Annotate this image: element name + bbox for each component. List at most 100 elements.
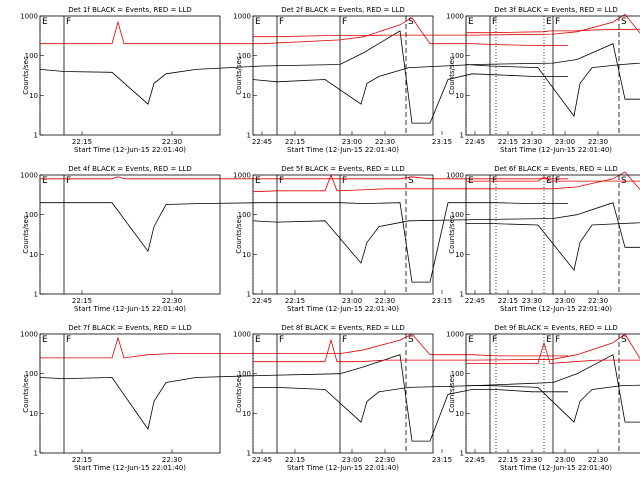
x-tick-label: 22:15	[498, 456, 518, 464]
series-line-events	[39, 354, 568, 442]
plot-frame	[39, 174, 221, 295]
x-axis-label: Start Time (12-Jun-15 22:01:40)	[500, 305, 612, 313]
x-tick-label: 22:15	[285, 456, 305, 464]
segment-marker-label: E	[42, 17, 48, 27]
series-line-lld	[252, 171, 640, 193]
series-line-lld	[253, 13, 640, 38]
plot-frame	[465, 15, 640, 136]
y-tick-label: 1000	[20, 13, 38, 21]
chart-title: Det 2f BLACK = Events, RED = LLD	[281, 6, 404, 14]
x-axis-label: Start Time (12-Jun-15 22:01:40)	[500, 146, 612, 154]
y-tick-label: 1000	[20, 331, 38, 339]
chart-title: Det 6f BLACK = Events, RED = LLD	[494, 165, 617, 173]
x-tick-label: 22:15	[72, 456, 92, 464]
x-tick-label: 22:45	[252, 297, 272, 305]
x-tick-label: 23:30	[522, 138, 542, 146]
y-tick-label: 1	[460, 291, 464, 299]
segment-marker-label: F	[66, 176, 71, 186]
chart-title: Det 1f BLACK = Events, RED = LLD	[68, 6, 191, 14]
x-tick-label: 22:30	[588, 138, 608, 146]
chart-panel-1: Det 1f BLACK = Events, RED = LLD 1 10 100 10…	[20, 6, 568, 154]
x-axis-label: Start Time (12-Jun-15 22:01:40)	[500, 464, 612, 472]
chart-panel-3: Det 3f BLACK = Events, RED = LLD 1 10 100 10…	[446, 6, 640, 154]
y-tick-label: 1	[247, 450, 251, 458]
x-tick-label: 22:15	[72, 138, 92, 146]
segment-marker-label: E	[255, 17, 261, 27]
x-tick-label: 22:30	[162, 456, 182, 464]
segment-marker-label: F	[555, 335, 560, 345]
chart-title: Det 7f BLACK = Events, RED = LLD	[68, 324, 191, 332]
segment-marker-label: F	[342, 17, 347, 27]
y-tick-label: 1	[460, 450, 464, 458]
x-tick-label: 23:00	[555, 138, 575, 146]
y-tick-label: 1000	[20, 172, 38, 180]
y-tick-label: 100	[238, 370, 251, 378]
x-tick-label: 22:30	[588, 297, 608, 305]
y-axis-label: Counts/sec	[235, 215, 243, 254]
x-axis-label: Start Time (12-Jun-15 22:01:40)	[74, 146, 186, 154]
plot-frame	[252, 15, 434, 136]
plot-frame	[39, 333, 221, 454]
y-tick-label: 1	[247, 132, 251, 140]
x-tick-label: 22:15	[498, 297, 518, 305]
y-tick-label: 1	[34, 291, 38, 299]
y-tick-label: 1000	[233, 13, 251, 21]
y-axis-label: Counts/sec	[22, 374, 30, 413]
y-tick-label: 1000	[446, 172, 464, 180]
x-tick-label: 22:15	[285, 297, 305, 305]
x-tick-label: 22:45	[252, 456, 272, 464]
series-line-events	[40, 202, 568, 283]
y-axis-label: Counts/sec	[448, 56, 456, 95]
x-tick-label: 22:30	[162, 138, 182, 146]
x-tick-label: 22:30	[375, 297, 395, 305]
y-tick-label: 10	[29, 92, 38, 100]
x-tick-label: 23:30	[522, 456, 542, 464]
x-tick-label: 22:45	[465, 456, 485, 464]
series-line-lld	[253, 333, 640, 363]
x-tick-label: 23:00	[555, 456, 575, 464]
y-tick-label: 100	[451, 370, 464, 378]
x-axis-label: Start Time (12-Jun-15 22:01:40)	[74, 305, 186, 313]
x-tick-label: 23:00	[342, 138, 362, 146]
segment-marker-label: S	[408, 176, 414, 186]
y-tick-label: 1000	[446, 13, 464, 21]
chart-title: Det 4f BLACK = Events, RED = LLD	[68, 165, 191, 173]
y-axis-label: Counts/sec	[448, 374, 456, 413]
x-tick-label: 22:30	[375, 138, 395, 146]
segment-marker-label: E	[546, 17, 552, 27]
x-tick-label: 22:30	[162, 297, 182, 305]
chart-title: Det 3f BLACK = Events, RED = LLD	[494, 6, 617, 14]
series-line-lld	[466, 28, 640, 34]
x-tick-label: 23:00	[342, 297, 362, 305]
segment-marker-label: F	[279, 176, 284, 186]
x-tick-label: 23:30	[522, 297, 542, 305]
y-tick-label: 100	[451, 52, 464, 60]
chart-panel-5: Det 5f BLACK = Events, RED = LLD 1 10 100 10…	[233, 165, 640, 313]
y-tick-label: 10	[29, 410, 38, 418]
segment-marker-label: F	[492, 17, 497, 27]
y-tick-label: 10	[242, 410, 251, 418]
chart-panel-8: Det 8f BLACK = Events, RED = LLD 1 10 100 10…	[233, 324, 640, 472]
series-line-events	[466, 222, 640, 272]
y-tick-label: 100	[25, 52, 38, 60]
segment-marker-label: F	[555, 17, 560, 27]
segment-marker-label: E	[546, 176, 552, 186]
plot-frame	[252, 333, 434, 454]
y-tick-label: 1	[34, 450, 38, 458]
x-tick-label: 22:45	[252, 138, 272, 146]
y-axis-label: Counts/sec	[235, 374, 243, 413]
y-tick-label: 10	[455, 410, 464, 418]
y-axis-label: Counts/sec	[22, 215, 30, 254]
segment-marker-label: F	[279, 335, 284, 345]
y-axis-label: Counts/sec	[448, 215, 456, 254]
segment-marker-label: F	[66, 17, 71, 27]
x-tick-label: 22:30	[375, 456, 395, 464]
y-tick-label: 10	[29, 251, 38, 259]
segment-marker-label: E	[468, 17, 474, 27]
plot-frame	[252, 174, 434, 295]
segment-marker-label: S	[621, 335, 627, 345]
segment-marker-label: F	[66, 335, 71, 345]
chart-panel-7: Det 7f BLACK = Events, RED = LLD 1 10 100 10…	[20, 324, 568, 472]
